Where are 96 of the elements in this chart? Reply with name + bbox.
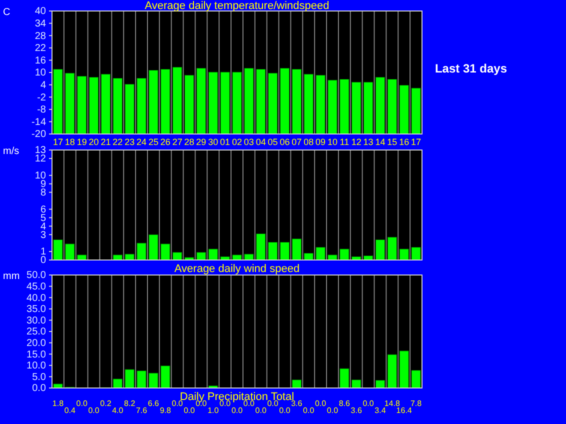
- x-tick-label: 01: [220, 137, 230, 147]
- data-label: 0.0: [314, 399, 327, 408]
- data-label: 0.0: [184, 406, 196, 415]
- data-label: 0.0: [172, 399, 184, 408]
- y-tick-label: 40: [34, 6, 46, 18]
- data-label: 0.0: [255, 406, 267, 415]
- data-label: 0.0: [326, 406, 339, 415]
- x-tick-label: 05: [268, 137, 278, 147]
- data-label: 8.2: [124, 399, 136, 408]
- x-tick-label: 24: [136, 137, 147, 147]
- data-label: 16.4: [396, 406, 412, 415]
- data-label: 3.6: [350, 406, 362, 415]
- y-tick-label: 10: [34, 68, 46, 79]
- y-tick-label: 5.0: [32, 372, 46, 383]
- x-tick-label: 06: [280, 137, 290, 147]
- y-tick-label: 10.0: [26, 360, 46, 372]
- data-label: 0.0: [362, 399, 374, 408]
- x-tick-label: 22: [112, 137, 123, 147]
- x-tick-label: 21: [100, 137, 111, 147]
- chart-title: Average daily temperature/windspeed: [144, 0, 330, 12]
- x-tick-label: 12: [351, 137, 362, 147]
- y-axis-title: mm: [3, 271, 20, 282]
- x-tick-label: 16: [399, 137, 410, 147]
- y-tick-label: 35.0: [26, 304, 46, 316]
- x-tick-label: 20: [88, 137, 99, 147]
- y-tick-label: 4: [40, 80, 46, 91]
- x-tick-label: 18: [64, 137, 75, 147]
- y-tick-label: 4: [40, 221, 46, 232]
- y-tick-label: 28: [34, 30, 46, 42]
- x-tick-label: 27: [172, 137, 182, 147]
- data-label: 1.0: [208, 406, 220, 415]
- x-tick-label: 23: [124, 137, 135, 147]
- data-label: 0.4: [64, 406, 76, 415]
- y-tick-label: 3: [40, 230, 46, 241]
- x-tick-label: 04: [256, 137, 266, 147]
- y-tick-label: 16: [34, 55, 46, 66]
- data-label: 0.2: [100, 399, 112, 408]
- x-tick-label: 13: [363, 137, 374, 147]
- x-tick-label: 17: [52, 137, 63, 147]
- data-label: 7.6: [136, 406, 148, 415]
- y-tick-label: 0: [40, 255, 46, 266]
- data-label: 14.8: [384, 399, 400, 408]
- data-label: 3.6: [291, 399, 303, 408]
- data-label: 1.8: [52, 399, 64, 408]
- y-tick-label: 0.0: [32, 383, 46, 394]
- x-tick-label: 11: [340, 137, 350, 147]
- x-axis-title: Average daily wind speed: [174, 263, 300, 275]
- text: Last 31 days: [434, 62, 508, 76]
- y-tick-label: 15.0: [26, 349, 46, 360]
- x-tick-label: 09: [316, 137, 326, 147]
- y-tick-label: 22: [34, 43, 46, 54]
- x-tick-label: 30: [208, 137, 218, 147]
- x-tick-label: 07: [292, 137, 302, 147]
- y-tick-label: 50.0: [26, 270, 46, 282]
- y-tick-label: 5: [40, 212, 46, 224]
- x-tick-label: 03: [244, 137, 254, 147]
- x-tick-label: 29: [196, 137, 206, 147]
- data-label: 0.0: [231, 406, 244, 415]
- data-label: 0.0: [279, 406, 291, 415]
- data-label: 0.0: [220, 399, 232, 408]
- y-tick-label: 8: [40, 188, 46, 199]
- y-axis-title: C: [3, 7, 10, 18]
- data-label: 9.8: [160, 406, 172, 415]
- y-axis-title: m/s: [3, 146, 20, 157]
- y-tick-label: 12: [34, 154, 46, 165]
- y-tick-label: 20.0: [26, 338, 46, 349]
- data-label: 0.0: [76, 399, 88, 408]
- data-label: 0.0: [88, 406, 100, 415]
- y-tick-label: 30.0: [26, 315, 46, 326]
- y-tick-label: 45.0: [26, 282, 46, 292]
- y-tick-label: -2: [37, 92, 46, 104]
- x-tick-label: 17: [411, 137, 422, 147]
- data-label: 4.0: [112, 406, 124, 415]
- data-label: 0.0: [196, 399, 208, 408]
- data-label: 0.0: [243, 399, 256, 408]
- data-label: 3.4: [374, 406, 386, 415]
- x-tick-label: 10: [327, 137, 338, 147]
- x-tick-label: 15: [387, 137, 398, 147]
- x-tick-label: 28: [184, 137, 194, 147]
- data-label: 8.6: [338, 399, 351, 408]
- x-tick-label: 14: [375, 137, 386, 147]
- data-label: 6.6: [148, 399, 160, 408]
- x-tick-label: 19: [76, 137, 87, 147]
- x-tick-label: 08: [304, 137, 314, 147]
- y-tick-label: -8: [37, 104, 46, 116]
- y-tick-label: 25.0: [26, 326, 46, 338]
- y-tick-label: -20: [32, 129, 46, 140]
- y-tick-label: -14: [32, 116, 46, 128]
- x-tick-label: 02: [232, 137, 242, 147]
- data-label: 7.8: [410, 399, 422, 408]
- y-tick-label: 40.0: [26, 292, 46, 304]
- y-tick-label: 6: [40, 204, 46, 216]
- x-tick-label: 25: [148, 137, 158, 147]
- data-label: 0.0: [303, 406, 315, 415]
- y-tick-label: 34: [34, 18, 46, 30]
- x-tick-label: 26: [160, 137, 170, 147]
